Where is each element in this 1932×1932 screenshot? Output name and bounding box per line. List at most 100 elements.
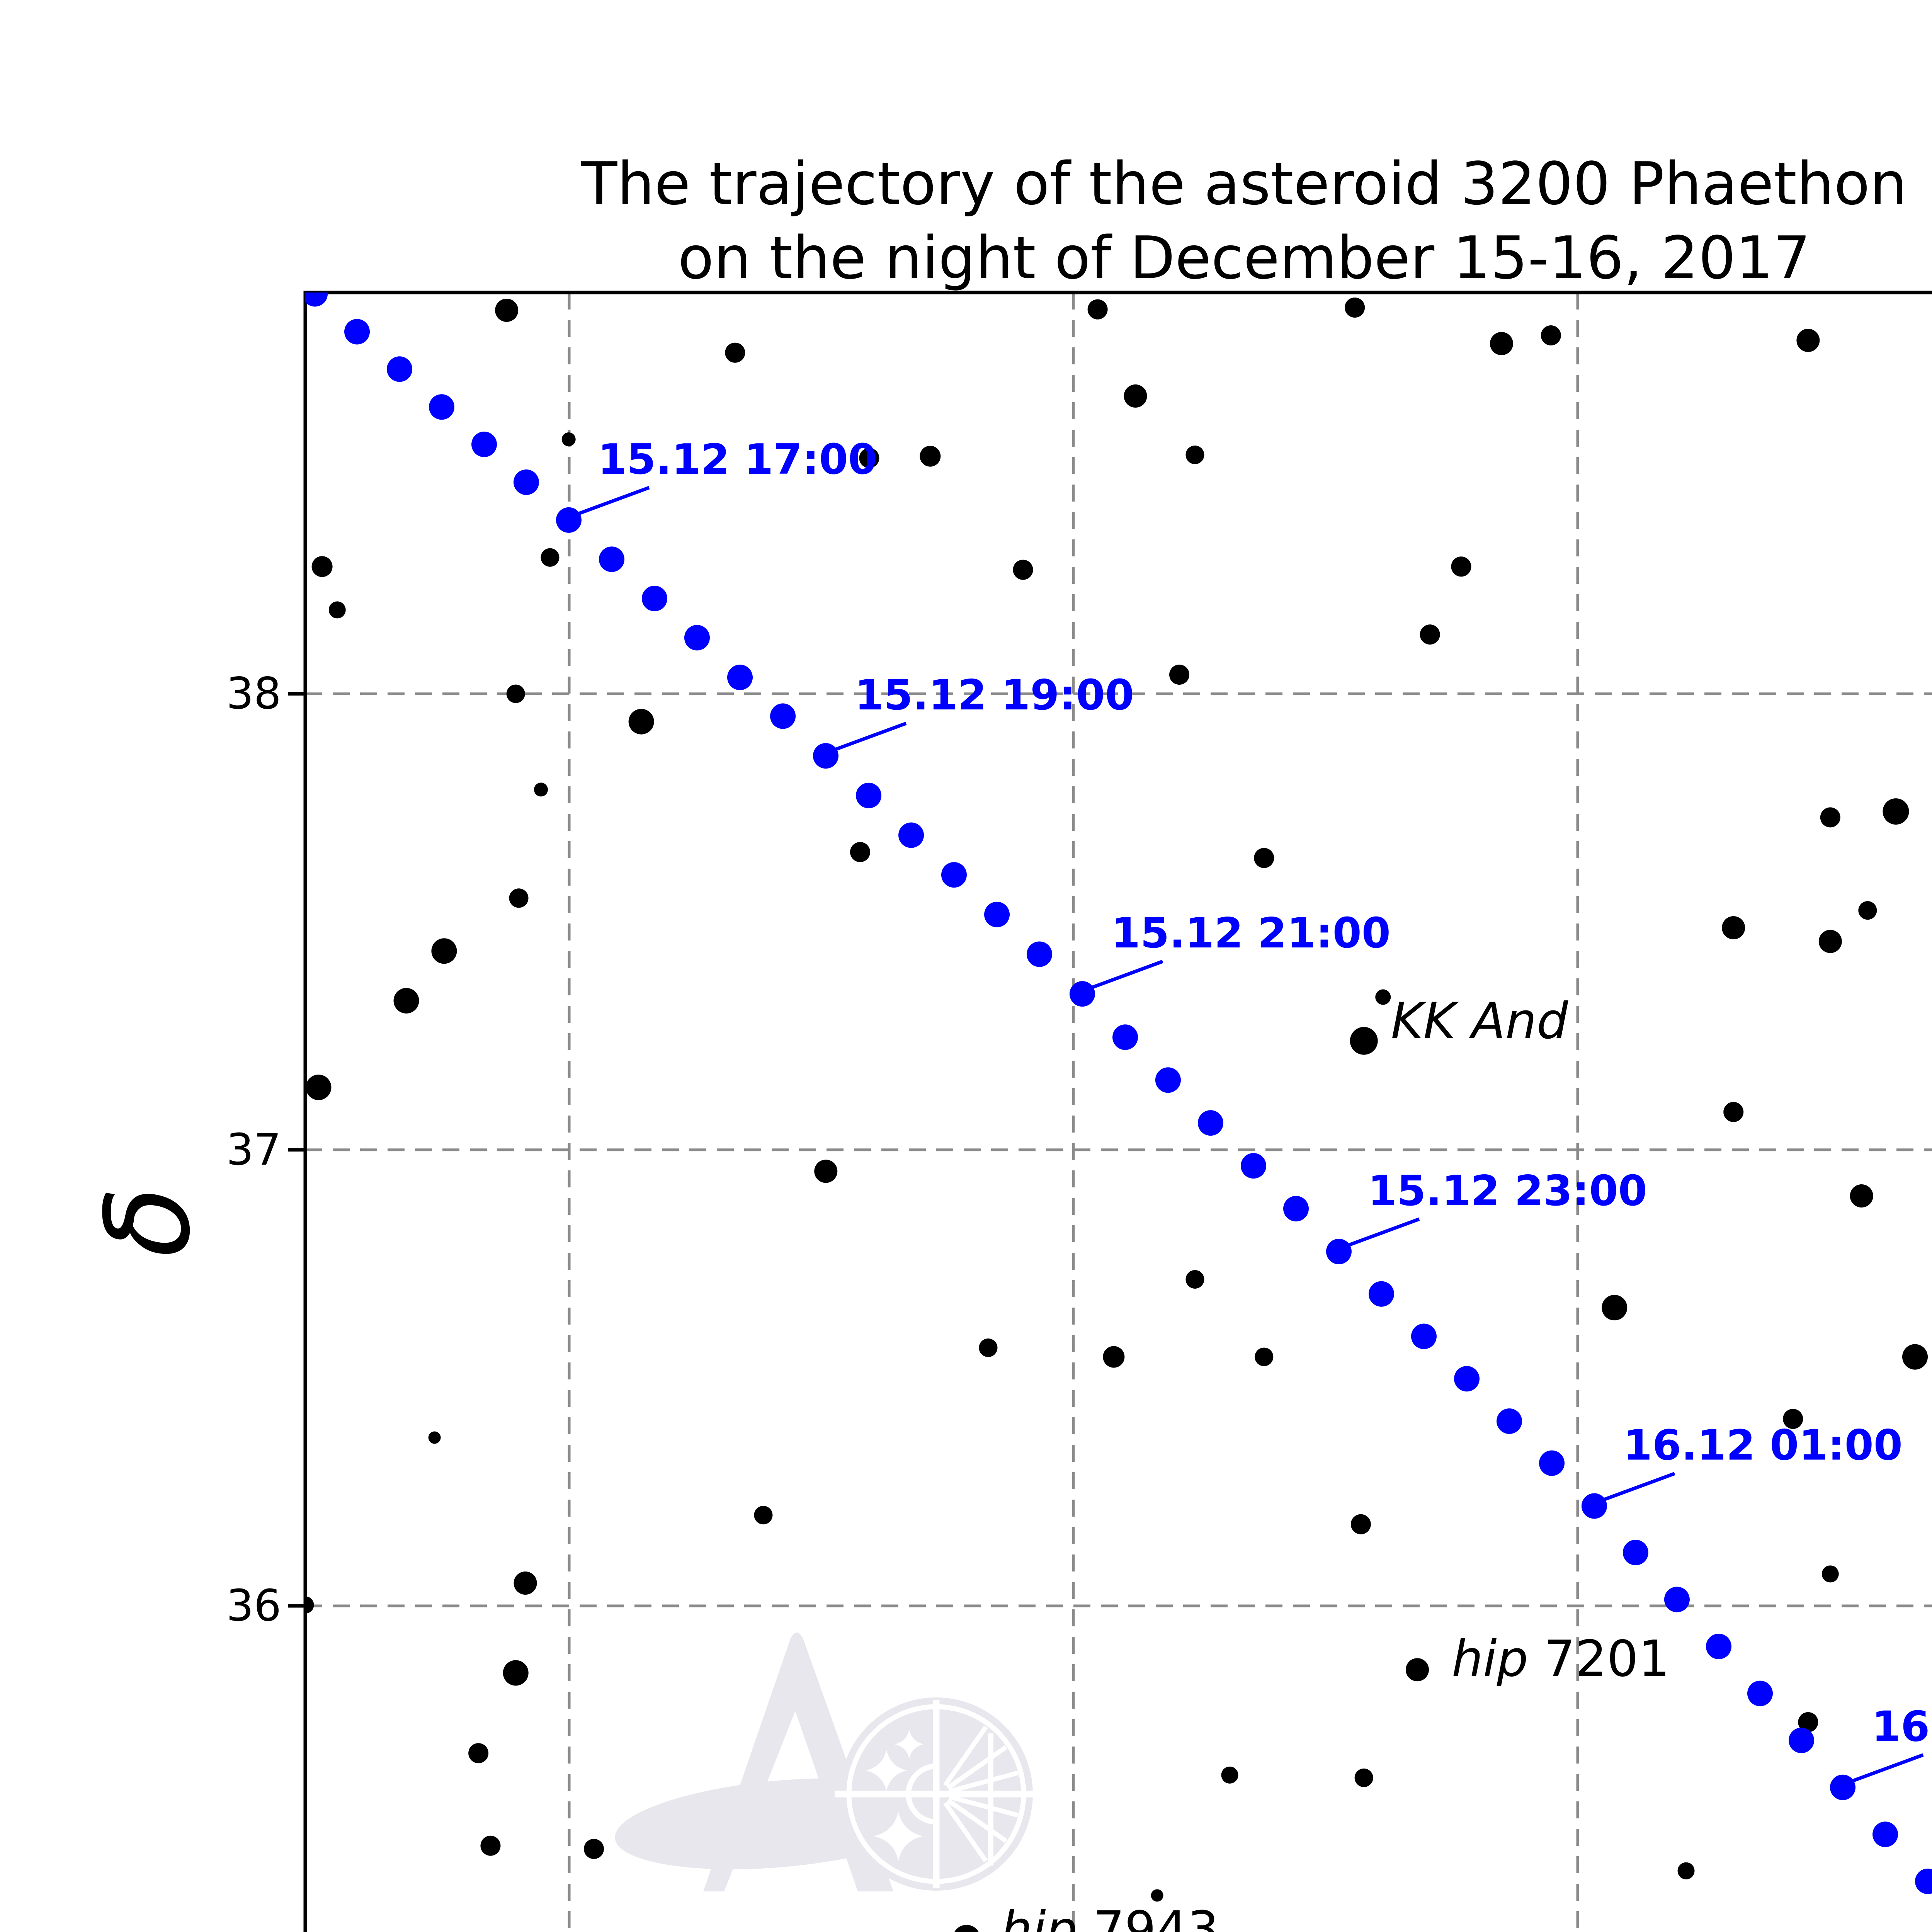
- trajectory-point: [1069, 981, 1095, 1007]
- trajectory-point: [1915, 1868, 1932, 1894]
- trajectory-point: [1497, 1408, 1522, 1434]
- trajectory-point: [898, 822, 924, 848]
- star-point: [509, 888, 529, 908]
- trajectory-point: [1706, 1634, 1731, 1660]
- star-point: [1821, 1565, 1839, 1583]
- watermark-logo: [615, 1633, 1035, 1891]
- star-point: [1169, 665, 1190, 685]
- star-point: [1818, 930, 1842, 953]
- axes-frame: 1h50m1h40m1h30m1h20m38373635: [226, 291, 1932, 1932]
- annotation-time-label: 15.12 23:00: [1368, 1167, 1647, 1215]
- star-point: [583, 1839, 604, 1859]
- star-point: [1254, 848, 1274, 868]
- trajectory-point: [727, 665, 753, 690]
- star-point: [754, 1506, 773, 1525]
- star-point: [1722, 916, 1745, 940]
- watermark-emblem-icon: [835, 1697, 1035, 1891]
- trajectory-point: [599, 546, 625, 572]
- star-point: [979, 1338, 998, 1357]
- star-point: [1451, 556, 1471, 577]
- star-point: [1858, 901, 1877, 920]
- trajectory-point: [1789, 1728, 1815, 1753]
- star-point: [1221, 1766, 1238, 1784]
- star-point: [503, 1660, 529, 1686]
- trajectory-point: [305, 293, 328, 307]
- star-point: [1350, 1514, 1371, 1534]
- annotation-leader-line: [1345, 1217, 1420, 1248]
- star-point: [1490, 332, 1513, 355]
- trajectory-point: [1454, 1366, 1480, 1392]
- plot-spines: [303, 291, 1932, 1932]
- star-point: [1013, 560, 1033, 580]
- trajectory-point: [984, 901, 1010, 927]
- star-point: [1087, 299, 1108, 320]
- star-point: [1103, 1346, 1125, 1368]
- trajectory-point: [471, 432, 497, 457]
- star-point: [541, 548, 560, 567]
- star-point: [306, 1075, 332, 1100]
- star-point: [480, 1835, 501, 1856]
- star-point: [1883, 798, 1909, 825]
- star-point: [920, 446, 941, 467]
- trajectory-point: [1197, 1110, 1223, 1136]
- watermark-sparkle-icon: [866, 1750, 907, 1791]
- star-point: [1420, 624, 1440, 645]
- annotation-time-label: 15.12 21:00: [1111, 909, 1391, 957]
- trajectory-point: [1830, 1774, 1856, 1800]
- star-label: hip 7943: [1001, 1901, 1219, 1932]
- gridlines: [305, 293, 1932, 1932]
- y-axis-label: δ: [81, 1186, 216, 1257]
- annotation-time-label: 15.12 17:00: [598, 435, 877, 484]
- star-point: [1405, 1658, 1429, 1682]
- star-point: [506, 684, 525, 703]
- chart-title-line1: The trajectory of the asteroid 3200 Phae…: [581, 150, 1907, 218]
- star-point: [1677, 1862, 1695, 1879]
- annotation-leader-line: [832, 721, 907, 752]
- star-point: [1345, 297, 1365, 318]
- trajectory-point: [1411, 1323, 1437, 1349]
- star-point: [954, 1925, 979, 1932]
- star-point: [514, 1571, 537, 1595]
- trajectory-point: [1747, 1680, 1773, 1706]
- watermark-sparkle-icon: [874, 1811, 923, 1861]
- annotation-leader-line: [1088, 959, 1163, 990]
- trajectory-point: [1112, 1024, 1138, 1050]
- annotation-leader-line: [1600, 1472, 1675, 1502]
- star-point: [1375, 989, 1391, 1005]
- time-annotations: 15.12 17:00 15.12 19:00 15.12 21:00 15.12 2…: [575, 435, 1932, 1784]
- star-point: [1723, 1102, 1744, 1122]
- star-point: [1255, 1347, 1274, 1366]
- star-point: [725, 342, 745, 363]
- trajectory-point: [856, 782, 882, 808]
- trajectory-point: [1581, 1493, 1607, 1519]
- trajectory-point: [770, 703, 796, 729]
- star-field: [305, 297, 1928, 1932]
- y-tick-label: 38: [226, 669, 281, 719]
- trajectory-point: [1241, 1153, 1267, 1179]
- star-point: [1350, 1027, 1378, 1055]
- star-point: [1354, 1768, 1373, 1787]
- star-point: [850, 842, 870, 862]
- star-point: [495, 299, 519, 322]
- trajectory-point: [641, 585, 667, 611]
- y-tick-label: 36: [226, 1581, 281, 1631]
- star-point: [1124, 384, 1147, 408]
- star-point: [1798, 1712, 1818, 1732]
- annotation-time-label: 16.12 03:00: [1872, 1703, 1932, 1751]
- chart-title-line2: on the night of December 15-16, 2017: [678, 224, 1811, 292]
- star-point: [561, 432, 576, 447]
- star-label: KK And: [1391, 993, 1568, 1050]
- annotation-leader-line: [575, 486, 650, 517]
- annotation-time-label: 16.12 01:00: [1623, 1422, 1903, 1470]
- star-point: [1541, 325, 1561, 345]
- star-point: [1185, 446, 1204, 464]
- watermark-sparkle-icon: [895, 1730, 924, 1759]
- trajectory-point: [1368, 1281, 1394, 1307]
- star-point: [431, 938, 457, 964]
- trajectory-point: [1326, 1238, 1352, 1264]
- trajectory-point: [344, 319, 370, 345]
- star-label: hip 7201: [1452, 1630, 1670, 1688]
- star-point: [1902, 1344, 1928, 1370]
